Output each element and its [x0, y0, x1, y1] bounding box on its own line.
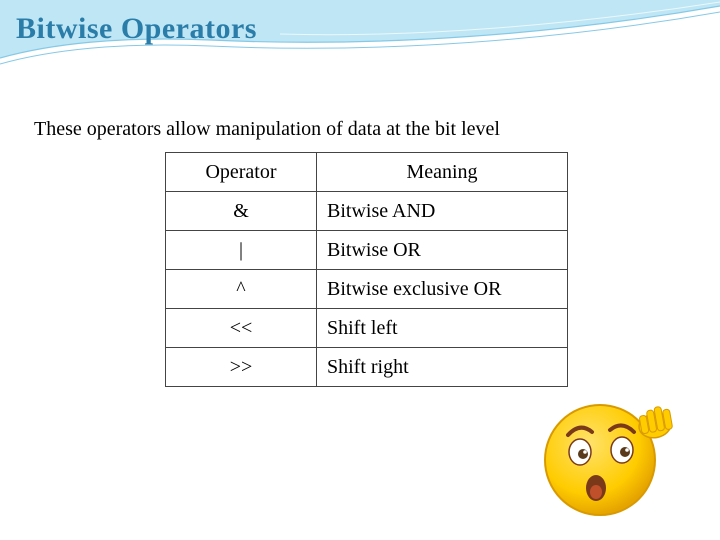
thinking-emoji-icon: [530, 380, 680, 530]
cell-operator: >>: [166, 348, 317, 387]
cell-meaning: Bitwise exclusive OR: [317, 270, 568, 309]
table-row: | Bitwise OR: [166, 231, 568, 270]
cell-meaning: Shift left: [317, 309, 568, 348]
table-row: & Bitwise AND: [166, 192, 568, 231]
cell-operator: &: [166, 192, 317, 231]
page-title: Bitwise Operators: [16, 12, 257, 46]
table-row: >> Shift right: [166, 348, 568, 387]
cell-meaning: Bitwise AND: [317, 192, 568, 231]
cell-operator: <<: [166, 309, 317, 348]
cell-operator: |: [166, 231, 317, 270]
cell-meaning: Bitwise OR: [317, 231, 568, 270]
page-subtitle: These operators allow manipulation of da…: [34, 118, 500, 141]
table-row: << Shift left: [166, 309, 568, 348]
col-header-operator: Operator: [166, 153, 317, 192]
cell-operator: ^: [166, 270, 317, 309]
table-row: ^ Bitwise exclusive OR: [166, 270, 568, 309]
col-header-meaning: Meaning: [317, 153, 568, 192]
operators-table: Operator Meaning & Bitwise AND | Bitwise…: [165, 152, 568, 387]
table-header-row: Operator Meaning: [166, 153, 568, 192]
